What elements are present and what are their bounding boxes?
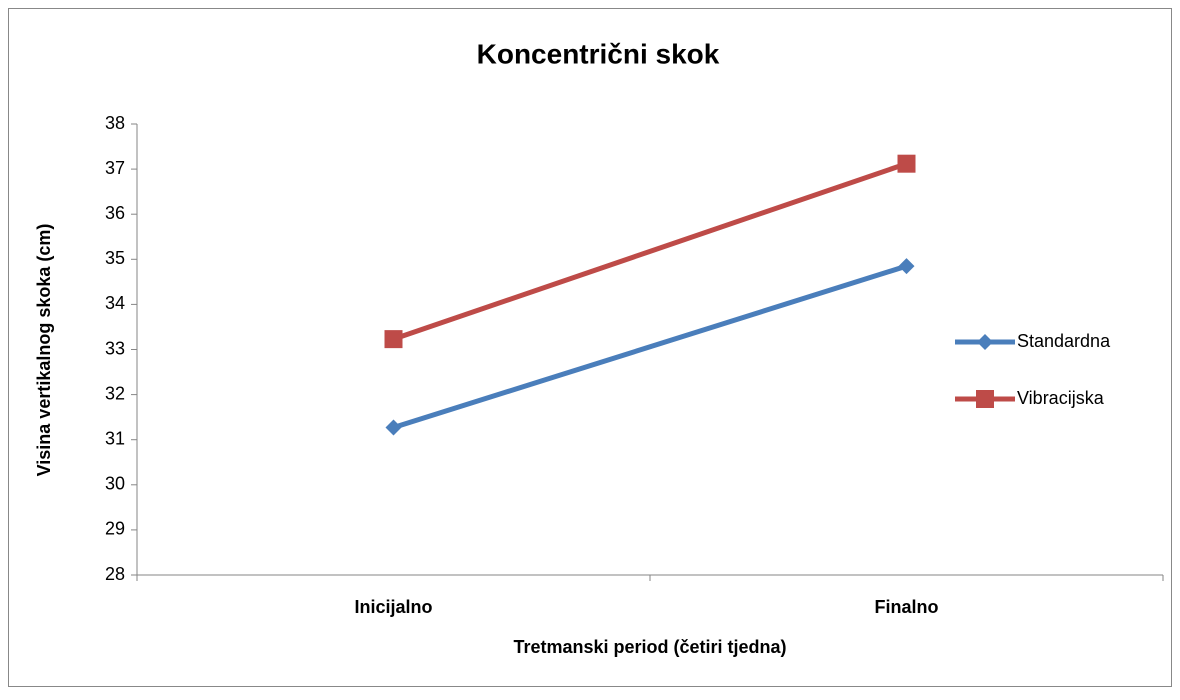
point [898, 258, 915, 275]
point [384, 330, 403, 349]
x-tick-label: Inicijalno [354, 597, 432, 617]
series-line [392, 161, 908, 342]
y-tick-label: 34 [105, 293, 125, 313]
x-axis-label: Tretmanski period (četiri tjedna) [513, 637, 786, 657]
y-tick-label: 32 [105, 383, 125, 403]
point [897, 154, 916, 173]
y-tick-label: 31 [105, 428, 125, 448]
legend-marker [977, 334, 993, 350]
y-axis-label: Visina vertikalnog skoka (cm) [34, 224, 54, 477]
legend-marker [976, 390, 994, 408]
y-tick-label: 36 [105, 203, 125, 223]
chart-title: Koncentrični skok [477, 38, 720, 69]
point [385, 419, 402, 436]
y-tick-label: 28 [105, 564, 125, 584]
y-tick-label: 38 [105, 113, 125, 133]
legend-label: Standardna [1017, 331, 1111, 351]
legend-label: Vibracijska [1017, 388, 1105, 408]
y-tick-label: 33 [105, 338, 125, 358]
series-line [392, 263, 908, 430]
y-tick-label: 30 [105, 474, 125, 494]
x-tick-label: Finalno [875, 597, 939, 617]
y-tick-label: 35 [105, 248, 125, 268]
y-tick-label: 37 [105, 158, 125, 178]
chart-border [8, 8, 1172, 687]
y-tick-label: 29 [105, 519, 125, 539]
